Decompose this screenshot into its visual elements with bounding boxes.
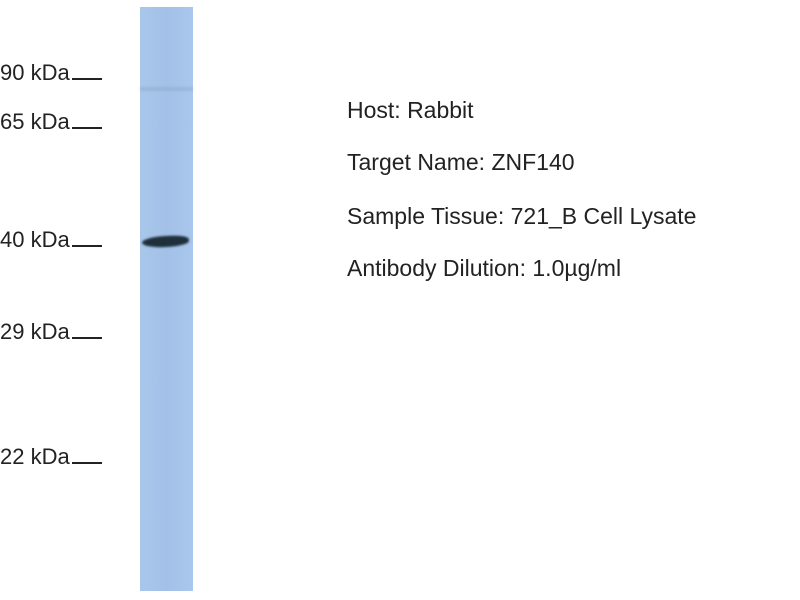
faint-band — [140, 87, 193, 91]
marker-29kda: 29 kDa — [0, 319, 102, 345]
info-dilution: Antibody Dilution: 1.0µg/ml — [347, 255, 622, 281]
marker-label: 29 kDa — [0, 319, 70, 344]
marker-label: 40 kDa — [0, 227, 70, 252]
protein-band — [141, 234, 190, 249]
info-target: Target Name: ZNF140 — [347, 149, 575, 175]
marker-label: 22 kDa — [0, 444, 70, 469]
marker-tick — [71, 337, 102, 339]
info-host: Host: Rabbit — [347, 97, 474, 123]
marker-40kda: 40 kDa — [0, 227, 102, 253]
marker-tick — [71, 78, 102, 80]
marker-tick — [71, 245, 102, 247]
marker-label: 90 kDa — [0, 60, 70, 85]
info-tissue: Sample Tissue: 721_B Cell Lysate — [347, 203, 697, 229]
marker-90kda: 90 kDa — [0, 60, 102, 86]
marker-tick — [71, 127, 102, 129]
marker-22kda: 22 kDa — [0, 444, 102, 470]
blot-lane — [140, 7, 193, 591]
marker-tick — [71, 462, 102, 464]
marker-65kda: 65 kDa — [0, 109, 102, 135]
marker-label: 65 kDa — [0, 109, 70, 134]
